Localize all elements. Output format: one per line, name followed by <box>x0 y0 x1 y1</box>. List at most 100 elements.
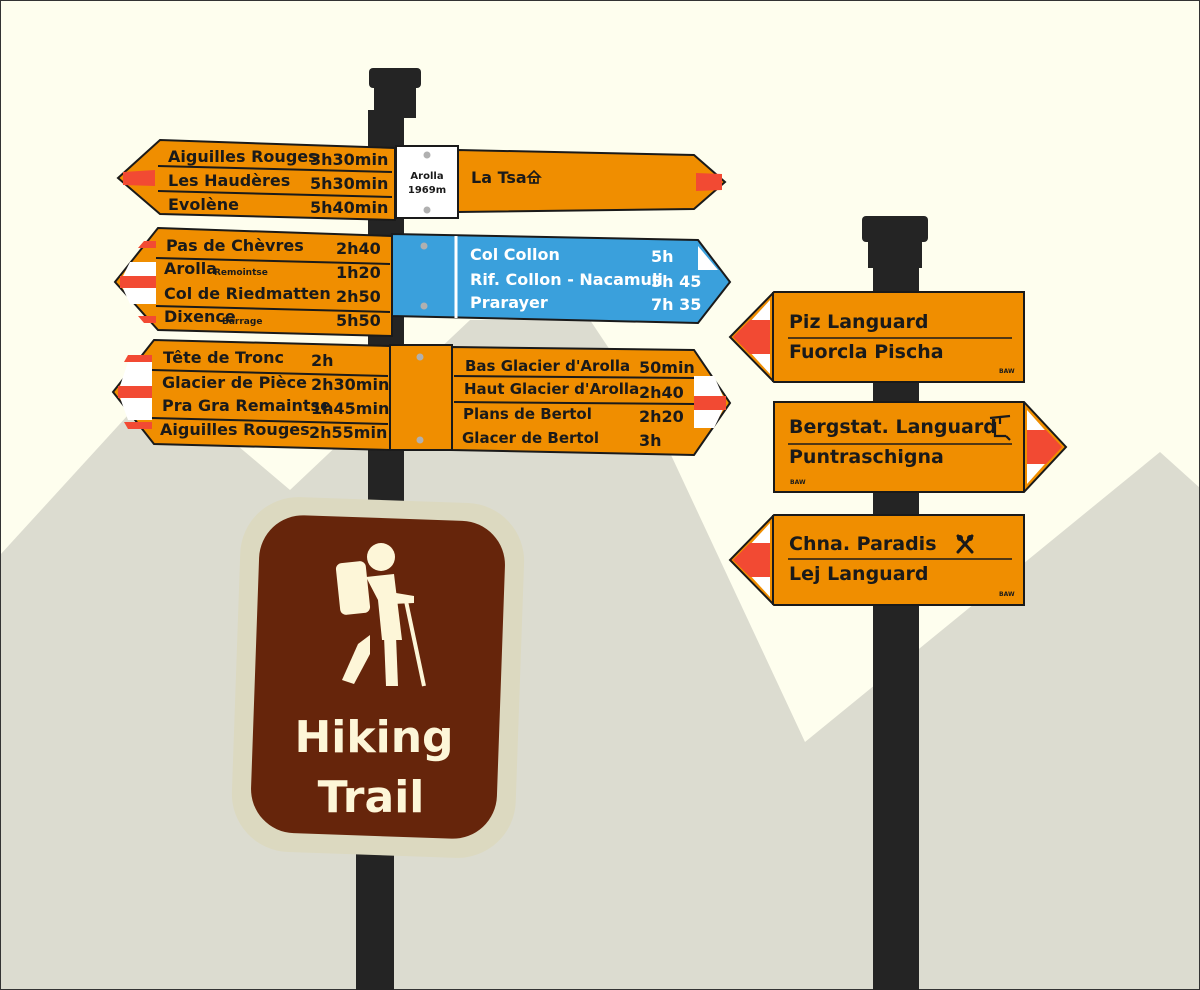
destination-name: Fuorcla Pischa <box>789 341 944 363</box>
plate-screw <box>423 206 431 214</box>
destination-name: Pas de Chèvres <box>166 236 304 255</box>
location-altitude: 1969m <box>408 185 446 196</box>
sign-blue-tip-white <box>698 246 718 270</box>
destination-name: Glacier de Pièce <box>162 373 307 392</box>
destination-time: 3h <box>639 431 662 450</box>
destination-time: 2h50 <box>336 287 381 306</box>
right-sign-1: Piz Languard Fuorcla Pischa BAW <box>728 291 1025 383</box>
sign-left-top-divider <box>157 190 393 198</box>
sign-left-middle-divider <box>155 305 391 313</box>
right-post-pole <box>873 266 919 990</box>
sign-left-bottom-tip-red <box>124 355 152 362</box>
destination-name: Aiguilles Rouges <box>160 420 310 439</box>
destination-sub: Remointse <box>214 268 268 278</box>
destination-time: 5h40min <box>310 198 388 217</box>
destination-name: Col Collon <box>470 245 560 264</box>
sign-right-bottom: Bas Glacier d'Arolla 50min Haut Glacier … <box>389 344 732 457</box>
hiking-sign-board <box>251 515 505 839</box>
destination-name: Prarayer <box>470 293 548 312</box>
sign-center-plate <box>389 344 453 451</box>
destination-name: Chna. Paradis <box>789 533 937 555</box>
destination-name: Pra Gra Remaintse <box>162 396 331 415</box>
sign-right-bottom-divider <box>453 375 695 379</box>
sign-blue-board <box>391 232 732 325</box>
destination-name: Plans de Bertol <box>463 405 592 423</box>
destination-name: Lej Languard <box>789 563 929 585</box>
destination-time: 1h45min <box>311 399 389 418</box>
sign-right-middle-blue: Col Collon 5h Rif. Collon - Nacamuli 5h … <box>391 232 732 325</box>
sign-left-top: Aiguilles Rouges 3h30min Les Haudères 5h… <box>116 138 396 222</box>
right-sign-2-board <box>773 401 1068 493</box>
hut-icon <box>526 169 542 184</box>
destination-time: 2h30min <box>311 375 389 394</box>
destination-name: Puntraschigna <box>789 446 944 468</box>
destination-time: 1h20 <box>336 263 381 282</box>
destination-time: 2h40 <box>639 383 684 402</box>
right-sign-1-tip-red <box>733 320 770 354</box>
destination-time: 5h <box>651 247 674 266</box>
destination-name: Tête de Tronc <box>163 348 284 367</box>
sign-left-middle-tip-red <box>120 276 156 288</box>
destination-time: 5h 45 <box>651 272 701 291</box>
sign-right-bottom-divider <box>453 401 695 405</box>
sign-right-bottom-board <box>451 345 732 457</box>
destination-name: Bas Glacier d'Arolla <box>465 357 630 375</box>
sign-maker-mark: BAW <box>999 591 1015 598</box>
destination-sub: Barrage <box>222 317 262 327</box>
destination-name: Haut Glacier d'Arolla <box>464 380 639 398</box>
sign-left-top-divider <box>157 165 393 173</box>
sign-left-top-tip-red <box>123 170 155 186</box>
plate-screw <box>423 151 431 159</box>
sign-maker-mark: BAW <box>790 479 806 486</box>
destination-time: 2h55min <box>309 423 387 442</box>
hiking-sign-line2: Trail <box>318 772 425 823</box>
sign-left-middle-tip-red <box>138 241 156 248</box>
sign-right-top-board <box>457 148 727 214</box>
plate-screw <box>420 242 428 250</box>
sign-maker-mark: BAW <box>999 368 1015 375</box>
sign-left-middle: Pas de Chèvres 2h40 Arolla Remointse 1h2… <box>113 226 393 338</box>
destination-time: 2h20 <box>639 407 684 426</box>
destination-time: 5h50 <box>336 311 381 330</box>
destination-time: 5h30min <box>310 174 388 193</box>
hiking-sign-line1: Hiking <box>294 712 453 763</box>
sign-right-top: La Tsa <box>457 148 727 214</box>
right-post-neck <box>868 240 922 268</box>
destination-name: Aiguilles Rouges <box>168 147 318 166</box>
right-sign-2: Bergstat. Languard Puntraschigna BAW <box>773 401 1068 493</box>
destination-name: Col de Riedmatten <box>164 284 331 303</box>
sign-left-bottom-divider <box>151 417 389 425</box>
location-plate: Arolla 1969m <box>395 145 459 219</box>
right-sign-2-tip-red <box>1027 430 1062 464</box>
destination-time: 50min <box>639 358 695 377</box>
sign-left-bottom-divider <box>151 369 389 377</box>
destination-name: Dixence <box>164 307 236 326</box>
chairlift-icon <box>989 414 1011 441</box>
right-sign-3-tip-red <box>733 543 770 577</box>
destination-name: Glacer de Bertol <box>462 429 599 447</box>
sign-right-top-tip-red <box>696 173 722 191</box>
right-sign-3: Chna. Paradis Lej Languard BAW <box>728 514 1025 606</box>
hiking-trail-sign: Hiking Trail <box>231 497 525 858</box>
destination-name: Arolla <box>164 259 217 278</box>
sign-left-bottom: Tête de Tronc 2h Glacier de Pièce 2h30mi… <box>111 338 391 452</box>
sign-right-bottom-tip-red <box>694 396 726 410</box>
destination-name: Les Haudères <box>168 171 290 190</box>
destination-name: Bergstat. Languard <box>789 416 997 438</box>
sign-left-top-board <box>116 138 396 222</box>
right-sign-1-board <box>728 291 1025 383</box>
destination-time: 2h <box>311 351 334 370</box>
location-name: Arolla <box>410 171 443 182</box>
sign-left-bottom-tip-red <box>118 386 152 398</box>
sign-left-middle-divider <box>155 257 391 265</box>
destination-time: 3h30min <box>310 150 388 169</box>
destination-name: Piz Languard <box>789 311 929 333</box>
left-post-neck <box>374 86 416 118</box>
plate-screw <box>420 302 428 310</box>
plate-screw <box>416 436 424 444</box>
right-sign-3-board <box>728 514 1025 606</box>
right-signpost <box>862 216 928 990</box>
sign-left-bottom-tip-red <box>124 422 152 429</box>
destination-name: La Tsa <box>471 168 527 187</box>
